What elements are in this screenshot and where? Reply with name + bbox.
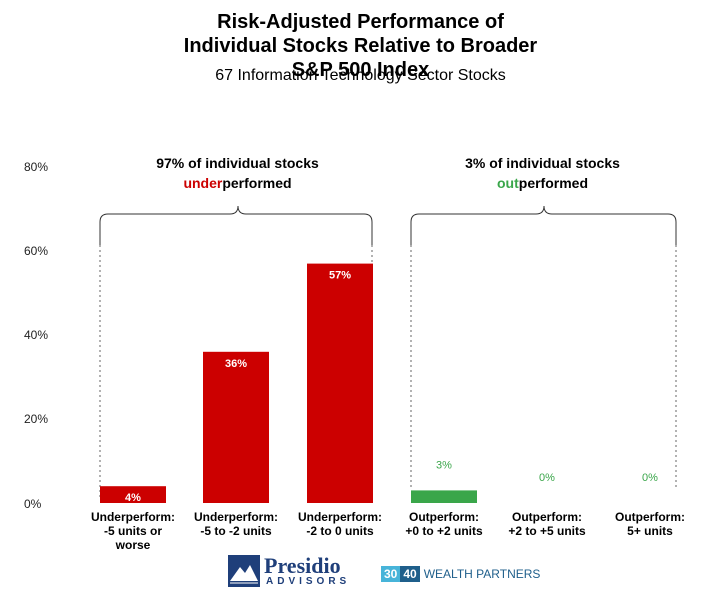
x-category-label-line: Outperform:: [512, 510, 582, 524]
underperform-annotation-line2: underperformed: [110, 173, 365, 193]
x-category-label: Underperform: -5 units or worse: [78, 510, 188, 552]
bar-value-label: 4%: [125, 492, 141, 504]
mountain-icon: [228, 555, 260, 587]
x-category-label-line: -5 units or: [103, 524, 162, 538]
x-category-label-line: worse: [115, 538, 151, 552]
outperform-bracket: [410, 205, 677, 245]
wealth-partners-logo: 30 40 WEALTH PARTNERS: [381, 566, 540, 582]
chart-subtitle: 67 Information Technology Sector Stocks: [215, 67, 506, 84]
x-category-label-line: -5 to -2 units: [200, 524, 272, 538]
y-tick-label: 60%: [24, 244, 49, 258]
partner-text: WEALTH PARTNERS: [423, 567, 541, 581]
underperform-annotation-line1: 97% of individual stocks: [156, 155, 319, 171]
underperform-bracket: [99, 205, 373, 245]
underperform-rest: performed: [222, 175, 292, 191]
x-category-label-line: Outperform:: [409, 510, 479, 524]
presidio-advisors-logo: Presidio ADVISORS: [228, 555, 363, 587]
bar-0: [100, 486, 166, 503]
x-category-label-line: Underperform:: [90, 510, 175, 524]
outperform-annotation-line2: outperformed: [415, 173, 670, 193]
bar-value-label: 0%: [539, 472, 555, 484]
bar-value-label: 57%: [329, 270, 351, 282]
x-category-label-line: -2 to 0 units: [306, 524, 374, 538]
outperform-annotation: 3% of individual stocks outperformed: [415, 153, 670, 193]
x-category-label-line: +2 to +5 units: [508, 524, 586, 538]
x-category-label-line: Underperform:: [297, 510, 382, 524]
outperform-annotation-line1: 3% of individual stocks: [465, 155, 620, 171]
underperform-highlight: under: [183, 175, 223, 191]
bar-3: [411, 490, 477, 503]
x-category-label: Outperform: 5+ units: [595, 510, 705, 538]
bars-group: 4% 36% 57% 3% 0% 0%: [100, 263, 658, 504]
outperform-highlight: out: [497, 175, 519, 191]
x-category-label-line: Outperform:: [615, 510, 685, 524]
y-tick-label: 20%: [24, 412, 49, 426]
presidio-sub: ADVISORS: [266, 576, 351, 587]
y-tick-label: 40%: [24, 328, 49, 342]
x-category-label-line: +0 to +2 units: [405, 524, 483, 538]
bar-value-label: 3%: [436, 459, 452, 471]
x-category-label: Outperform: +0 to +2 units: [389, 510, 499, 538]
partner-num2: 40: [400, 566, 420, 582]
bar-value-label: 36%: [225, 358, 247, 370]
x-category-label: Underperform: -5 to -2 units: [181, 510, 291, 538]
x-category-label: Outperform: +2 to +5 units: [492, 510, 602, 538]
partner-num1: 30: [381, 566, 401, 582]
presidio-name: Presidio: [264, 553, 341, 578]
x-category-label-line: 5+ units: [627, 524, 673, 538]
chart-title: Risk-Adjusted Performance of Individual …: [183, 11, 538, 81]
underperform-annotation: 97% of individual stocks underperformed: [110, 153, 365, 193]
bar-2: [307, 263, 373, 503]
x-category-label-line: Underperform:: [193, 510, 278, 524]
bar-value-label: 0%: [642, 472, 658, 484]
bar-1: [203, 351, 269, 503]
outperform-rest: performed: [518, 175, 588, 191]
y-tick-label: 80%: [24, 160, 49, 174]
x-category-label: Underperform: -2 to 0 units: [285, 510, 395, 538]
y-tick-label: 0%: [24, 497, 42, 511]
